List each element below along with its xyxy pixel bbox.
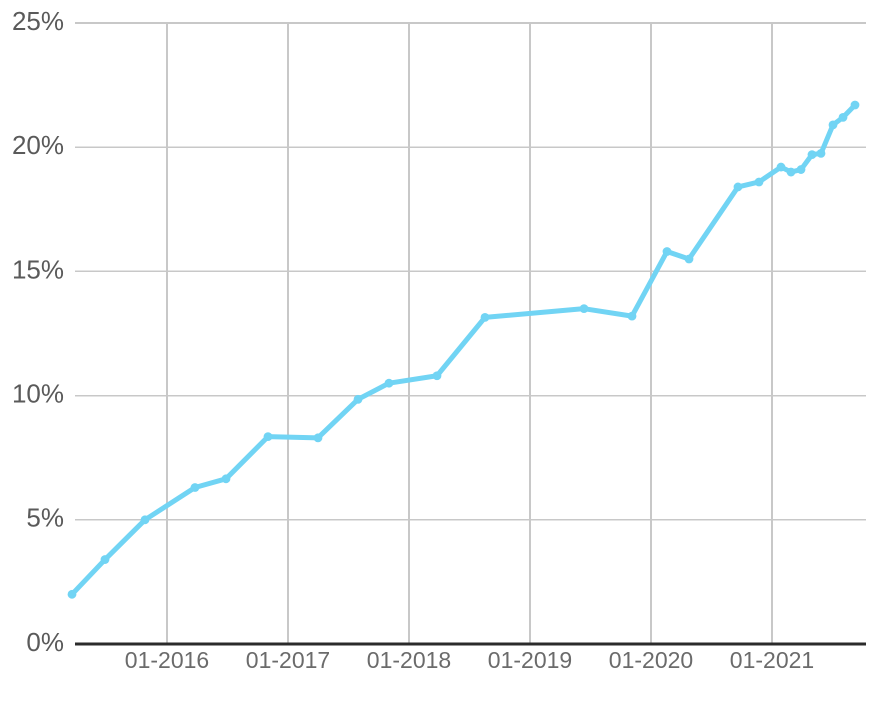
- data-point[interactable]: [754, 177, 764, 187]
- data-point[interactable]: [662, 247, 672, 256]
- vertical-gridlines: [166, 23, 773, 644]
- x-tick-label-01-2017: 01-2017: [246, 647, 330, 673]
- y-tick-label-15%: 15%: [12, 254, 64, 284]
- x-tick-label-01-2021: 01-2021: [730, 647, 814, 673]
- data-point[interactable]: [786, 167, 796, 177]
- data-point[interactable]: [313, 433, 323, 443]
- data-point[interactable]: [67, 589, 77, 599]
- data-point[interactable]: [776, 162, 786, 172]
- x-tick-label-01-2018: 01-2018: [367, 647, 451, 673]
- data-point[interactable]: [684, 254, 694, 264]
- y-axis-tick-labels: 0% 5% 10% 15% 20% 25%: [12, 6, 64, 657]
- data-point[interactable]: [190, 483, 200, 492]
- data-point[interactable]: [480, 312, 490, 322]
- data-point[interactable]: [796, 165, 806, 174]
- y-tick-label-0%: 0%: [26, 627, 64, 657]
- data-point[interactable]: [733, 182, 743, 192]
- y-tick-label-10%: 10%: [12, 378, 64, 408]
- series-line-share: [69, 102, 858, 597]
- horizontal-gridlines: [75, 22, 866, 521]
- data-point[interactable]: [850, 100, 860, 110]
- x-tick-label-01-2020: 01-2020: [609, 647, 693, 673]
- y-tick-label-5%: 5%: [26, 503, 64, 533]
- data-point[interactable]: [838, 112, 848, 122]
- y-tick-label-20%: 20%: [12, 130, 64, 160]
- data-point[interactable]: [353, 394, 363, 404]
- data-point[interactable]: [384, 378, 394, 388]
- data-point[interactable]: [627, 311, 637, 321]
- x-tick-label-01-2016: 01-2016: [125, 647, 209, 673]
- data-point[interactable]: [816, 149, 826, 158]
- x-tick-label-01-2019: 01-2019: [488, 647, 572, 673]
- series-line-group: [69, 102, 858, 597]
- data-point[interactable]: [807, 150, 817, 160]
- x-axis-tick-labels: 01-2016 01-2017 01-2018 01-2019 01-2020 01-20…: [125, 647, 814, 673]
- data-point[interactable]: [140, 515, 150, 525]
- series-marker-group: [67, 100, 860, 599]
- y-tick-label-25%: 25%: [12, 6, 64, 36]
- data-point[interactable]: [579, 304, 589, 314]
- data-point[interactable]: [100, 555, 110, 564]
- data-point[interactable]: [263, 432, 273, 441]
- data-point[interactable]: [828, 120, 838, 130]
- data-point[interactable]: [221, 474, 231, 484]
- data-point[interactable]: [432, 371, 442, 381]
